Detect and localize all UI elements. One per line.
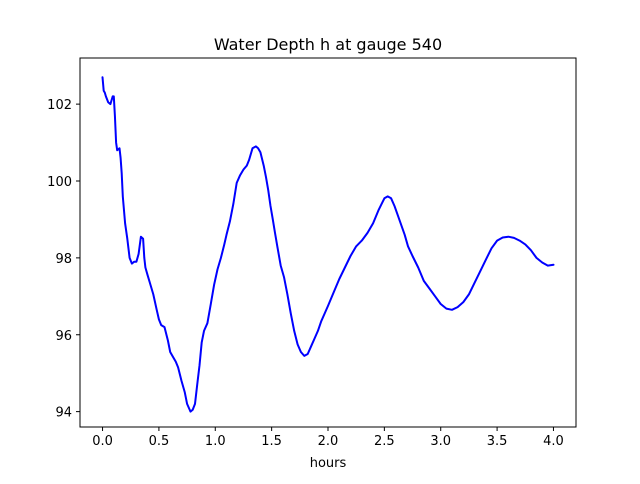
x-tick-label: 2.0	[318, 434, 339, 449]
x-axis-ticks: 0.0 0.5 1.0 1.5 2.0 2.5 3.0 3.5 4.0	[92, 427, 564, 449]
y-tick-label: 98	[55, 252, 72, 267]
x-tick-label: 0.0	[92, 434, 113, 449]
y-axis-ticks: 94 96 98 100 102	[47, 98, 80, 421]
plot-frame	[79, 57, 577, 428]
x-tick-label: 2.5	[374, 434, 395, 449]
x-tick-label: 1.5	[261, 434, 282, 449]
x-tick-label: 0.5	[149, 434, 170, 449]
y-tick-label: 102	[47, 98, 72, 113]
chart-title: Water Depth h at gauge 540	[214, 35, 442, 54]
y-tick-label: 100	[47, 175, 72, 190]
series-line	[101, 76, 555, 413]
y-tick-label: 94	[55, 406, 72, 421]
x-axis-label: hours	[310, 456, 347, 471]
x-tick-label: 3.5	[487, 434, 508, 449]
x-tick-label: 4.0	[543, 434, 564, 449]
y-tick-label: 96	[55, 329, 72, 344]
x-tick-label: 3.0	[430, 434, 451, 449]
x-tick-label: 1.0	[205, 434, 226, 449]
